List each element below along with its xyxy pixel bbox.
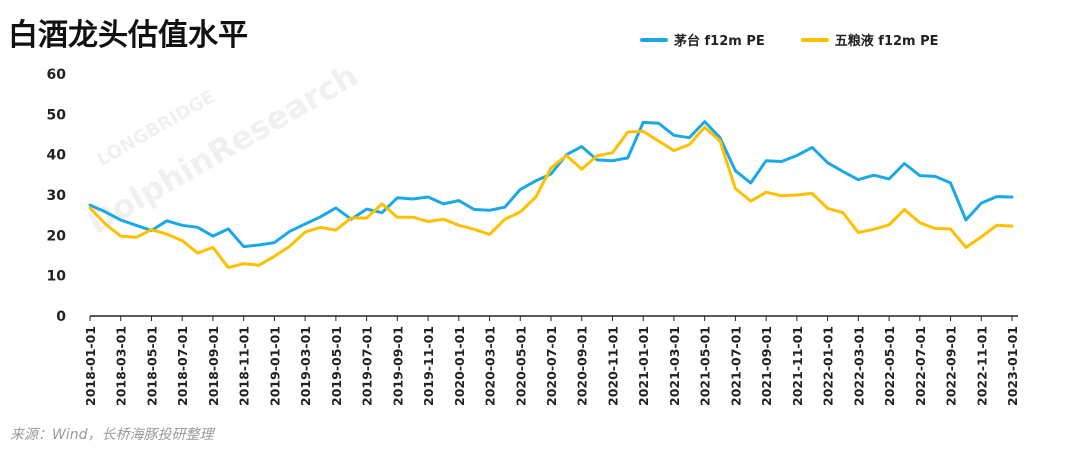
x-tick-label: 2021-03-01 — [667, 326, 682, 406]
x-tick-label: 2021-07-01 — [728, 326, 743, 406]
x-tick-label: 2018-11-01 — [237, 326, 252, 406]
legend-swatch-maotai — [640, 37, 668, 42]
x-tick-label: 2019-03-01 — [298, 326, 313, 406]
y-tick-label: 40 — [47, 148, 67, 164]
source-note: 来源：Wind，长桥海豚投研整理 — [10, 427, 214, 443]
x-tick-label: 2018-05-01 — [144, 326, 159, 406]
y-tick-label: 10 — [47, 269, 67, 285]
x-tick-label: 2021-05-01 — [698, 326, 713, 406]
x-tick-label: 2023-01-01 — [1005, 326, 1020, 406]
x-tick-label: 2022-01-01 — [821, 326, 836, 406]
x-tick-label: 2020-03-01 — [483, 326, 498, 406]
x-tick-label: 2019-01-01 — [267, 326, 282, 406]
x-tick-label: 2018-09-01 — [206, 326, 221, 406]
legend-swatch-wuliangye — [800, 37, 829, 42]
chart-title: 白酒龙头估值水平 — [8, 18, 248, 53]
series-line-wuliangye — [88, 125, 1014, 270]
x-tick-label: 2020-07-01 — [544, 326, 559, 406]
x-tick-label: 2018-03-01 — [114, 326, 129, 406]
x-tick-label: 2020-01-01 — [452, 326, 467, 406]
x-tick-label: 2022-03-01 — [851, 326, 866, 406]
x-tick-label: 2021-09-01 — [759, 326, 774, 406]
legend-item-maotai: 茅台 f12m PE — [640, 30, 765, 49]
x-tick-label: 2020-05-01 — [513, 326, 528, 406]
x-tick-label: 2020-11-01 — [605, 326, 620, 406]
legend-item-wuliangye: 五粮液 f12m PE — [800, 30, 939, 49]
x-tick-label: 2018-01-01 — [83, 326, 98, 406]
series-line-maotai — [88, 120, 1014, 249]
x-tick-label: 2019-07-01 — [360, 326, 375, 406]
y-tick-label: 0 — [56, 309, 66, 325]
x-tick-label: 2022-09-01 — [944, 326, 959, 406]
x-tick-label: 2019-09-01 — [390, 326, 405, 406]
x-tick-label: 2022-05-01 — [882, 326, 897, 406]
legend: 茅台 f12m PE 五粮液 f12m PE — [640, 30, 975, 49]
x-tick-label: 2019-11-01 — [421, 326, 436, 406]
x-tick-label: 2022-11-01 — [974, 326, 989, 406]
x-tick-label: 2021-01-01 — [636, 326, 651, 406]
y-tick-label: 20 — [47, 228, 67, 244]
legend-label-maotai: 茅台 f12m PE — [674, 34, 765, 49]
x-tick-label: 2022-07-01 — [913, 326, 928, 406]
y-tick-label: 50 — [47, 107, 67, 123]
x-tick-label: 2021-11-01 — [790, 326, 805, 406]
x-tick-label: 2020-09-01 — [575, 326, 590, 406]
x-tick-label: 2018-07-01 — [175, 326, 190, 406]
x-tick-label: 2019-05-01 — [329, 326, 344, 406]
y-tick-label: 60 — [47, 67, 67, 83]
legend-label-wuliangye: 五粮液 f12m PE — [834, 34, 939, 49]
y-tick-label: 30 — [47, 188, 67, 204]
